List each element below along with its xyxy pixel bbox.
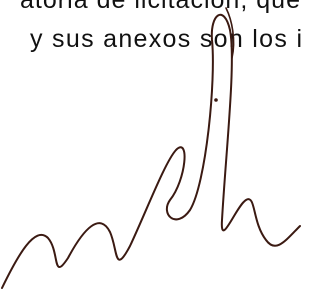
document-scan: atoria de licitación, que y sus anexos s… [0,0,302,292]
text-line: atoria de licitación, que [20,0,300,14]
page: atoria de licitación, que y sus anexos s… [0,0,302,292]
signature-dot [214,98,218,102]
text-line: y sus anexos son los i [30,25,302,53]
